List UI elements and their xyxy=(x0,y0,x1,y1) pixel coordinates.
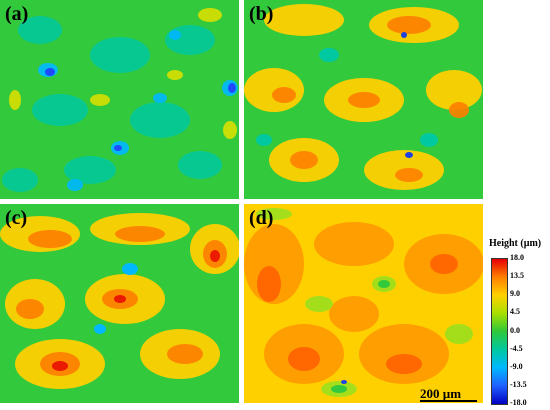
colorbar-tick: 0.0 xyxy=(510,325,520,335)
panel-a: (a) xyxy=(0,0,239,199)
height-map-c xyxy=(0,204,239,403)
scale-bar-label: 200 µm xyxy=(420,386,462,401)
height-map-d xyxy=(244,204,483,403)
colorbar-title: Height (µm) xyxy=(489,238,542,249)
colorbar-tick: 9.0 xyxy=(510,289,520,299)
panel-label: (c) xyxy=(5,207,28,229)
scale-bar-line xyxy=(420,400,477,402)
colorbar-tick: -4.5 xyxy=(510,343,523,353)
height-map-a xyxy=(0,0,239,199)
colorbar xyxy=(491,258,508,405)
panel-label: (b) xyxy=(249,3,274,25)
height-map-b xyxy=(244,0,483,199)
colorbar-tick: -13.5 xyxy=(510,379,527,389)
panel-label: (a) xyxy=(5,3,29,25)
colorbar-tick: -18.0 xyxy=(510,398,527,407)
panel-d: (d) 200 µm xyxy=(244,204,483,403)
panel-c: (c) xyxy=(0,204,239,403)
colorbar-tick: 4.5 xyxy=(510,307,520,317)
colorbar-tick: 13.5 xyxy=(510,271,524,281)
panel-label: (d) xyxy=(249,207,274,229)
colorbar-tick: 18.0 xyxy=(510,253,524,262)
colorbar-tick: -9.0 xyxy=(510,361,523,371)
panel-b: (b) xyxy=(244,0,483,199)
